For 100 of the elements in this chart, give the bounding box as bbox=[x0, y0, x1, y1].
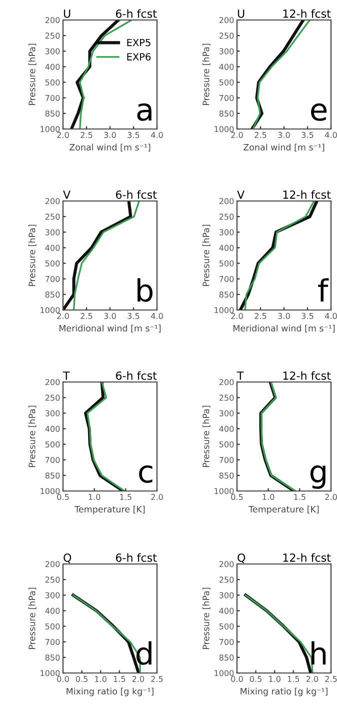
y-tick-label: 300 bbox=[45, 410, 60, 416]
y-tick-label: 850 bbox=[45, 472, 60, 479]
y-tick-label: 500 bbox=[219, 441, 234, 448]
x-tick-label: 3.5 bbox=[128, 132, 140, 138]
y-tick-label: 200 bbox=[219, 17, 234, 24]
x-tick-label: 1.5 bbox=[288, 676, 300, 682]
x-axis-title: Temperature [K] bbox=[248, 506, 319, 514]
y-tick-label: 400 bbox=[219, 426, 234, 432]
y-tick-label: 500 bbox=[219, 79, 234, 86]
x-axis-title: Mixing ratio [g kg⁻¹] bbox=[240, 688, 328, 696]
x-tick-label: 3.5 bbox=[302, 132, 314, 138]
y-tick-label: 250 bbox=[219, 32, 234, 39]
chart-subtitle: 12-h fcst bbox=[283, 371, 331, 380]
y-tick-label: 1000 bbox=[40, 670, 60, 676]
y-tick-label: 250 bbox=[45, 394, 60, 401]
x-tick-label: 2.5 bbox=[80, 312, 92, 320]
chart-subtitle: 6-h fcst bbox=[116, 553, 157, 562]
y-tick-label: 850 bbox=[219, 654, 234, 661]
x-tick-label: 2.5 bbox=[254, 132, 266, 138]
y-tick-label: 850 bbox=[219, 110, 234, 117]
x-tick-label: 4.0 bbox=[324, 312, 337, 320]
x-axis-title: Meridional wind [m s⁻¹] bbox=[234, 324, 335, 333]
chart-title: T bbox=[62, 372, 70, 380]
y-tick-label: 400 bbox=[45, 426, 60, 432]
y-tick-label: 500 bbox=[45, 260, 60, 266]
chart-subtitle: 12-h fcst bbox=[283, 9, 331, 18]
chart-subtitle: 6-h fcst bbox=[116, 9, 157, 18]
y-tick-label: 500 bbox=[219, 260, 234, 266]
annotation: b bbox=[138, 278, 153, 302]
y-tick-label: 300 bbox=[45, 48, 60, 54]
chart-title: U bbox=[238, 10, 244, 18]
y-tick-label: 400 bbox=[45, 608, 60, 614]
x-tick-label: 2.0 bbox=[57, 132, 69, 138]
x-axis-title: Temperature [K] bbox=[74, 506, 145, 514]
y-axis-title: Pressure [hPa] bbox=[202, 406, 210, 468]
annotation: e bbox=[311, 103, 327, 121]
chart-subtitle: 6-h fcst bbox=[116, 371, 157, 380]
y-axis-title: Pressure [hPa] bbox=[28, 224, 36, 286]
y-tick-label: 850 bbox=[45, 292, 60, 298]
annotation: f bbox=[318, 278, 329, 302]
x-tick-label: 1.0 bbox=[95, 676, 106, 682]
annotation: d bbox=[136, 641, 152, 665]
x-tick-label: 2.5 bbox=[80, 132, 92, 138]
y-tick-label: 1000 bbox=[40, 488, 60, 494]
x-tick-label: 2.0 bbox=[132, 676, 144, 682]
x-tick-label: 2.0 bbox=[306, 676, 318, 682]
y-axis-title: Pressure [hPa] bbox=[202, 588, 210, 650]
y-tick-label: 500 bbox=[45, 441, 60, 448]
chart-subtitle: 12-h fcst bbox=[283, 553, 331, 562]
y-axis-title: Pressure [hPa] bbox=[202, 44, 210, 106]
y-tick-label: 300 bbox=[219, 592, 234, 598]
x-axis-title: Zonal wind [m s⁻¹] bbox=[244, 144, 324, 152]
y-tick-label: 850 bbox=[219, 292, 234, 298]
x-tick-label: 0.0 bbox=[57, 676, 69, 682]
chart-title: T bbox=[236, 372, 244, 380]
annotation: h bbox=[312, 641, 326, 664]
chart-title: V bbox=[63, 190, 71, 199]
x-tick-label: 1.5 bbox=[114, 676, 126, 682]
chart-title: Q bbox=[238, 553, 246, 564]
y-tick-label: 200 bbox=[219, 379, 234, 386]
y-tick-label: 700 bbox=[220, 276, 234, 282]
y-tick-label: 700 bbox=[46, 638, 60, 646]
y-tick-label: 250 bbox=[219, 214, 234, 220]
x-tick-label: 0.0 bbox=[231, 676, 243, 682]
x-tick-label: 2.5 bbox=[254, 312, 266, 320]
x-tick-label: 1.0 bbox=[88, 494, 100, 500]
y-tick-label: 300 bbox=[45, 229, 60, 236]
y-tick-label: 200 bbox=[45, 198, 60, 204]
y-tick-label: 700 bbox=[46, 276, 60, 282]
x-axis-title: Mixing ratio [g kg⁻¹] bbox=[66, 688, 154, 696]
y-tick-label: 250 bbox=[219, 394, 234, 401]
y-tick-label: 500 bbox=[219, 623, 234, 630]
annotation: c bbox=[139, 465, 152, 483]
x-tick-label: 2.5 bbox=[151, 676, 163, 682]
x-tick-label: 2.5 bbox=[325, 676, 337, 682]
chart-subtitle: 12-h fcst bbox=[283, 190, 331, 199]
y-tick-label: 400 bbox=[45, 64, 60, 70]
y-tick-label: 700 bbox=[220, 456, 234, 464]
y-tick-label: 200 bbox=[219, 198, 234, 204]
y-tick-label: 200 bbox=[45, 561, 60, 568]
y-tick-label: 400 bbox=[219, 608, 234, 614]
x-tick-label: 0.5 bbox=[76, 676, 88, 682]
y-tick-label: 700 bbox=[220, 638, 234, 646]
y-tick-label: 1000 bbox=[214, 488, 234, 494]
y-tick-label: 1000 bbox=[40, 126, 60, 132]
y-axis-title: Pressure [hPa] bbox=[28, 588, 36, 650]
y-tick-label: 200 bbox=[45, 17, 60, 24]
chart-subtitle: 6-h fcst bbox=[116, 190, 157, 199]
x-tick-label: 4.0 bbox=[150, 132, 163, 138]
x-tick-label: 3.0 bbox=[104, 312, 116, 320]
x-tick-label: 1.5 bbox=[294, 494, 306, 500]
annotation: g bbox=[310, 465, 326, 489]
x-tick-label: 2.0 bbox=[231, 312, 243, 320]
y-tick-label: 700 bbox=[220, 94, 234, 102]
x-tick-label: 0.5 bbox=[57, 494, 69, 500]
y-tick-label: 1000 bbox=[214, 670, 234, 676]
y-tick-label: 1000 bbox=[40, 307, 60, 314]
x-tick-label: 3.0 bbox=[278, 312, 290, 320]
legend-label: EXP5 bbox=[127, 38, 150, 46]
y-axis-title: Pressure [hPa] bbox=[28, 406, 36, 468]
